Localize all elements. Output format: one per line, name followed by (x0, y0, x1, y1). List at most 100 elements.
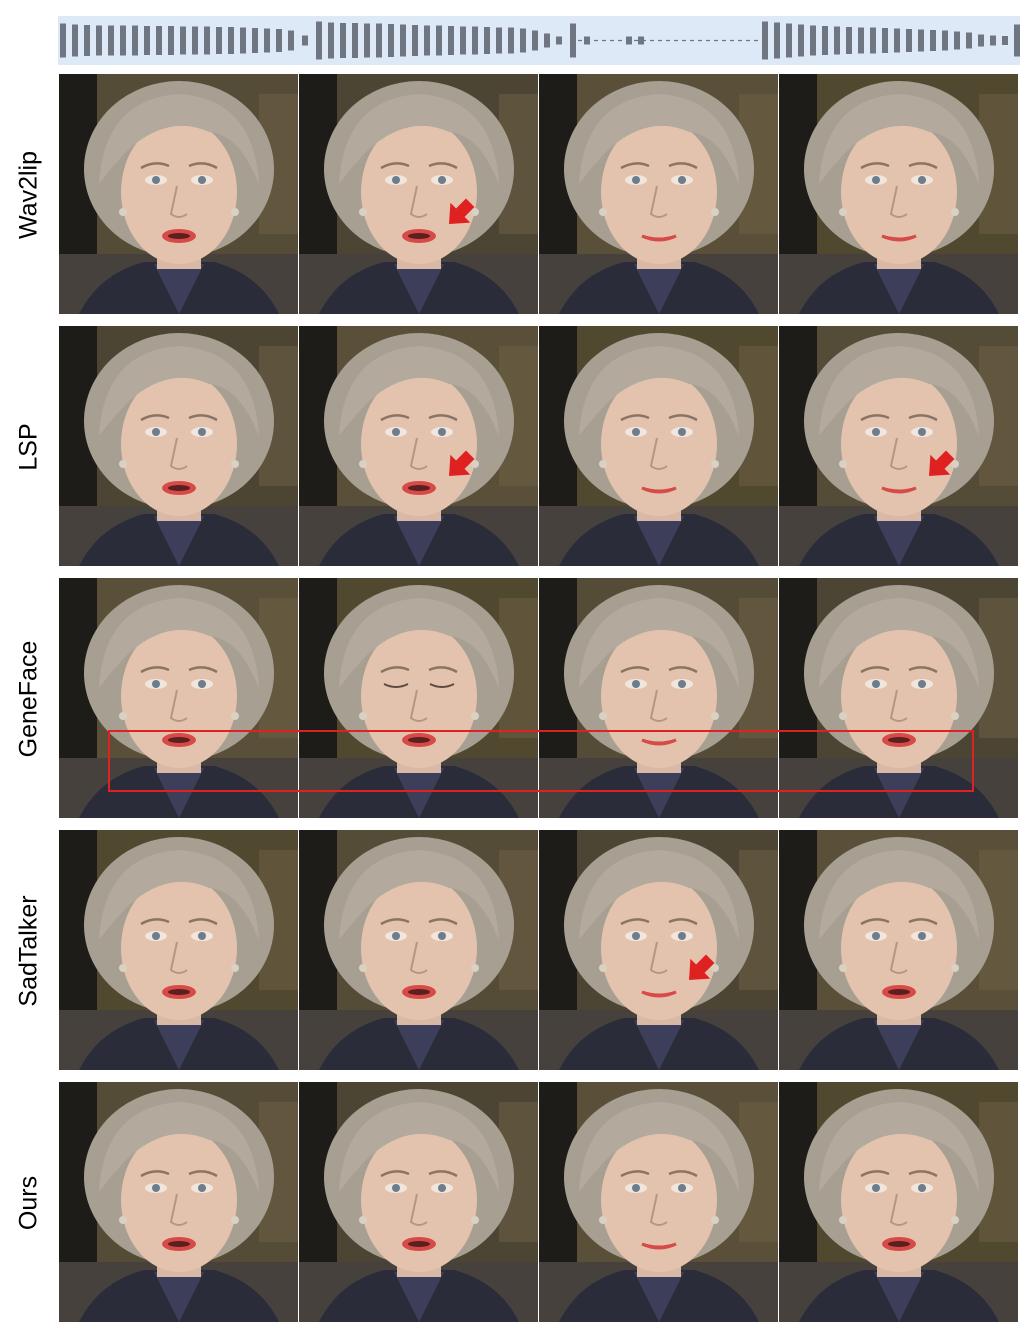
waveform-bar (810, 25, 816, 56)
method-row-ours: Ours (0, 1082, 1028, 1324)
waveform-bar (120, 25, 126, 56)
method-row-lsp: LSP (0, 326, 1028, 568)
mouth (641, 1242, 677, 1250)
face (121, 1128, 237, 1272)
method-row-geneface: GeneFace (0, 578, 1028, 820)
nose (409, 437, 428, 470)
waveform-bar (168, 26, 174, 55)
face (361, 120, 477, 264)
nose (649, 689, 668, 722)
waveform-bar (60, 23, 66, 58)
waveform-bar (1014, 24, 1020, 57)
waveform-bar (264, 28, 270, 53)
video-frame (539, 326, 778, 566)
waveform-bar (762, 21, 768, 60)
waveform-bar (638, 36, 644, 45)
nose (649, 941, 668, 974)
portrait-frame-image (539, 74, 778, 314)
video-frame (779, 578, 1018, 818)
waveform-bar (436, 25, 442, 56)
face (841, 1128, 957, 1272)
portrait-frame-image (299, 578, 538, 818)
video-frame (539, 1082, 778, 1322)
method-label-text: Wav2lip (14, 151, 43, 239)
portrait-frame-image (59, 578, 298, 818)
waveform-bar (340, 23, 346, 58)
portrait-frame-image (779, 1082, 1018, 1322)
waveform-bar (822, 26, 828, 55)
waveform-bar (882, 28, 888, 53)
method-label: Ours (0, 1082, 58, 1324)
waveform-bar (556, 36, 562, 45)
portrait-frame-image (779, 74, 1018, 314)
nose (409, 689, 428, 722)
waveform-bar (894, 28, 900, 53)
red-arrow-icon (449, 198, 475, 224)
video-frame (779, 1082, 1018, 1322)
video-frame (299, 326, 538, 566)
video-frame (299, 830, 538, 1070)
face (121, 624, 237, 768)
nose (169, 1193, 188, 1226)
waveform-bar (302, 35, 308, 46)
nose (649, 437, 668, 470)
mouth (641, 234, 677, 242)
portrait-frame-image (59, 74, 298, 314)
video-frame (779, 74, 1018, 314)
waveform-bar (376, 23, 382, 58)
mouth (641, 990, 677, 998)
waveform-bar (798, 24, 804, 57)
video-frame (779, 326, 1018, 566)
video-frame (59, 326, 298, 566)
face (601, 372, 717, 516)
mouth (641, 738, 677, 746)
video-frame (299, 74, 538, 314)
waveform-bar (496, 27, 502, 54)
portrait-frame-image (299, 326, 538, 566)
method-label-text: GeneFace (14, 640, 43, 758)
waveform-bar (180, 26, 186, 55)
portrait-frame-image (299, 74, 538, 314)
waveform-bar (216, 27, 222, 54)
waveform-bar (786, 23, 792, 58)
face (841, 876, 957, 1020)
nose (889, 1193, 908, 1226)
face (361, 1128, 477, 1272)
waveform-bar (448, 26, 454, 55)
video-frame (299, 1082, 538, 1322)
face (841, 624, 957, 768)
method-label-text: SadTalker (14, 895, 43, 1007)
waveform-bar (930, 30, 936, 51)
waveform-bar (328, 22, 334, 59)
waveform-bar (990, 35, 996, 46)
nose (169, 185, 188, 218)
waveform-bar (156, 26, 162, 55)
method-label: Wav2lip (0, 74, 58, 316)
waveform-bar (774, 22, 780, 59)
nose (409, 185, 428, 218)
video-frame (779, 830, 1018, 1070)
waveform-bar (918, 29, 924, 52)
waveform-bar (240, 27, 246, 54)
waveform-bar (192, 26, 198, 55)
waveform-bar (870, 27, 876, 54)
portrait-frame-image (59, 326, 298, 566)
method-row-wav2lip: Wav2lip (0, 74, 1028, 316)
method-row-sadtalker: SadTalker (0, 830, 1028, 1072)
mouth (881, 486, 917, 494)
video-frame (539, 830, 778, 1070)
method-label: GeneFace (0, 578, 58, 820)
face (361, 372, 477, 516)
nose (409, 1193, 428, 1226)
waveform-bar (144, 26, 150, 55)
waveform-bar (472, 26, 478, 55)
mouth (641, 486, 677, 494)
waveform-bar (532, 30, 538, 51)
waveform-bar (252, 28, 258, 53)
waveform-bar (906, 29, 912, 52)
face (121, 876, 237, 1020)
waveform-bar (352, 23, 358, 58)
face (121, 120, 237, 264)
waveform-bar (508, 27, 514, 54)
video-frame (59, 578, 298, 818)
